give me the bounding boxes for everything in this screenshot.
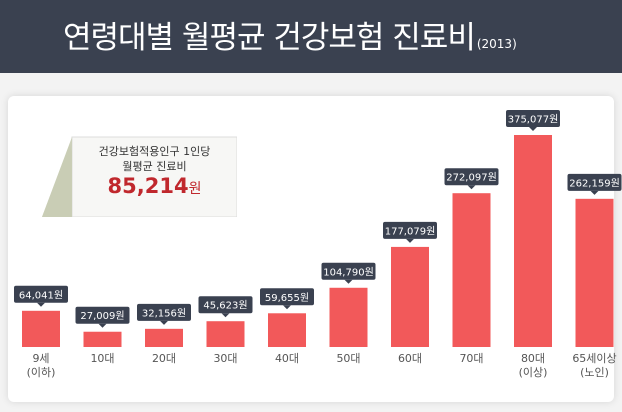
- x-tick-label: 70대: [459, 352, 484, 365]
- value-label-pointer: [590, 190, 599, 195]
- bar: [575, 198, 614, 347]
- value-label-pointer: [467, 185, 476, 190]
- value-label: 375,077원: [506, 110, 560, 131]
- value-label-text: 262,159원: [569, 177, 620, 189]
- value-label: 27,009원: [75, 306, 130, 328]
- value-label-bg: [75, 306, 130, 324]
- value-label-text: 272,097원: [446, 172, 497, 184]
- value-label-text: 45,623원: [203, 300, 247, 312]
- value-label: 32,156원: [137, 303, 191, 325]
- value-label-bg: [14, 285, 68, 303]
- value-label: 45,623원: [198, 296, 253, 318]
- bar: [268, 313, 306, 347]
- value-label-text: 64,041원: [19, 289, 63, 301]
- summary-card: 건강보험적용인구 1인당 월평균 진료비 85,214원: [42, 133, 237, 217]
- summary-card-shape: [42, 136, 237, 217]
- value-label-text: 177,079원: [385, 225, 436, 237]
- summary-value: 85,214원: [72, 174, 237, 198]
- value-label-pointer: [406, 238, 414, 243]
- value-label-pointer: [37, 302, 45, 307]
- x-tick-label: 30대: [213, 352, 238, 365]
- page-title: 연령대별 월평균 건강보험 진료비 (2013): [63, 12, 517, 57]
- title-main: 연령대별 월평균 건강보험 진료비: [63, 20, 476, 56]
- x-tick-label: 80대 (이상): [518, 352, 548, 379]
- summary-line-1: 건강보험적용인구 1인당: [98, 145, 211, 158]
- x-tick-label: 20대: [151, 352, 177, 365]
- title-year: (2013): [476, 37, 517, 51]
- x-tick-label: 10대: [90, 352, 115, 365]
- x-tick-label: 60대: [397, 352, 423, 365]
- value-label: 272,097원: [444, 168, 499, 190]
- summary-line-2: 월평균 진료비: [122, 160, 187, 173]
- value-label-bg: [444, 168, 499, 186]
- value-label-pointer: [529, 127, 537, 131]
- bar: [329, 287, 368, 347]
- value-label-bg: [198, 296, 253, 314]
- value-label-pointer: [221, 313, 230, 318]
- value-label: 104,790원: [321, 262, 376, 284]
- value-label-bg: [321, 262, 376, 280]
- x-tick-label: 9세 (이하): [26, 352, 56, 379]
- value-label-text: 59,655원: [265, 292, 309, 304]
- x-tick-label: 40대: [274, 352, 300, 365]
- value-label-text: 375,077원: [508, 114, 559, 126]
- bar: [514, 135, 552, 347]
- value-label-bg: [567, 173, 622, 191]
- value-label: 59,655원: [260, 288, 314, 310]
- x-tick-label: 50대: [336, 352, 361, 365]
- value-label-bg: [260, 288, 314, 306]
- value-label-pointer: [98, 323, 107, 328]
- summary-value-unit: 원: [188, 181, 202, 197]
- value-label: 262,159원: [567, 173, 622, 195]
- value-label-text: 104,790원: [323, 266, 374, 278]
- value-label: 177,079원: [383, 221, 437, 243]
- bar: [452, 193, 491, 347]
- value-label: 64,041원: [14, 285, 68, 307]
- value-label-bg: [506, 110, 560, 127]
- value-label-pointer: [344, 279, 353, 284]
- value-label-pointer: [160, 320, 168, 325]
- summary-value-number: 85,214: [107, 174, 189, 198]
- bar: [22, 310, 60, 347]
- bar: [391, 246, 429, 347]
- value-label-text: 27,009원: [80, 310, 124, 322]
- x-tick-label: 65세이상 (노인): [572, 352, 617, 379]
- bar: [206, 321, 245, 347]
- value-label-text: 32,156원: [142, 307, 186, 319]
- value-label-bg: [137, 303, 191, 321]
- value-label-pointer: [283, 305, 291, 310]
- bar: [145, 328, 183, 347]
- value-label-bg: [383, 221, 437, 239]
- bar: [83, 331, 122, 347]
- header-bar: 연령대별 월평균 건강보험 진료비 (2013): [0, 0, 622, 73]
